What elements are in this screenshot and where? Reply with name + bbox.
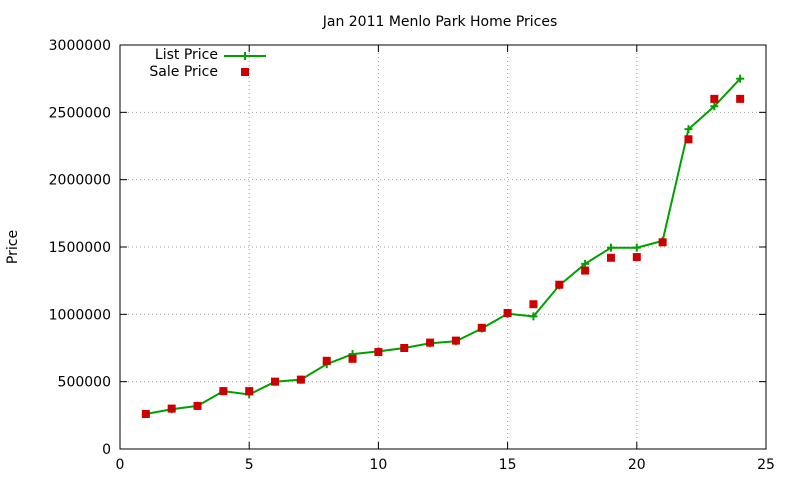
grid-lines (120, 45, 766, 449)
list-price-line (145, 78, 741, 415)
list-price-point (736, 74, 745, 83)
sale-price-point (193, 401, 202, 410)
x-tick-label: 15 (499, 457, 517, 473)
x-tick-label: 20 (628, 457, 646, 473)
legend: List Price Sale Price (149, 47, 266, 80)
chart-title: Jan 2011 Menlo Park Home Prices (322, 14, 558, 30)
list-price-point (684, 125, 693, 134)
tick-layer: 0 500000 1000000 1500000 2000000 2500000 30000… (49, 38, 775, 473)
list-price-point (710, 102, 719, 111)
sale-price-point (632, 253, 641, 262)
list-price-point (606, 243, 615, 252)
y-axis-label: Price (5, 230, 21, 264)
y-tick-label: 3000000 (49, 38, 111, 54)
sale-price-point (503, 308, 512, 317)
sale-price-point (322, 356, 331, 365)
y-tick-label: 2500000 (49, 105, 111, 121)
sale-price-point (658, 238, 667, 247)
x-tick-label: 0 (116, 457, 125, 473)
sale-price-point (529, 300, 538, 309)
sale-price-point (167, 404, 176, 413)
sale-price-point (348, 354, 357, 363)
sale-price-point (684, 135, 693, 144)
legend-sale-price-label: Sale Price (149, 64, 218, 80)
sale-price-point (581, 266, 590, 275)
y-tick-label: 0 (102, 442, 111, 458)
y-tick-label: 500000 (58, 375, 111, 391)
label-layer: Jan 2011 Menlo Park Home Prices Price (5, 14, 557, 264)
sale-price-point (451, 336, 460, 345)
sale-price-point (477, 323, 486, 332)
y-tick-label: 1500000 (49, 240, 111, 256)
sale-price-point (245, 387, 254, 396)
sale-price-point (606, 253, 615, 262)
sale-price-point (555, 280, 564, 289)
x-tick-label: 10 (369, 457, 387, 473)
sale-price-point (141, 409, 150, 418)
x-tick-label: 25 (757, 457, 775, 473)
sale-price-point (374, 348, 383, 357)
y-tick-label: 2000000 (49, 173, 111, 189)
list-price-point (529, 312, 538, 321)
series-layer (141, 74, 745, 418)
sale-price-point (736, 94, 745, 103)
x-tick-label: 5 (245, 457, 254, 473)
sale-price-point (271, 377, 280, 386)
legend-list-price-label: List Price (155, 47, 218, 63)
sale-price-point (400, 344, 409, 352)
sale-price-point (710, 94, 719, 103)
y-tick-label: 1000000 (49, 307, 111, 323)
sale-price-point (426, 338, 435, 347)
sale-price-point (219, 387, 228, 396)
legend-sale-price-marker (241, 68, 249, 76)
sale-price-point (296, 375, 305, 384)
list-price-point (581, 259, 590, 268)
list-price-point (632, 243, 641, 252)
